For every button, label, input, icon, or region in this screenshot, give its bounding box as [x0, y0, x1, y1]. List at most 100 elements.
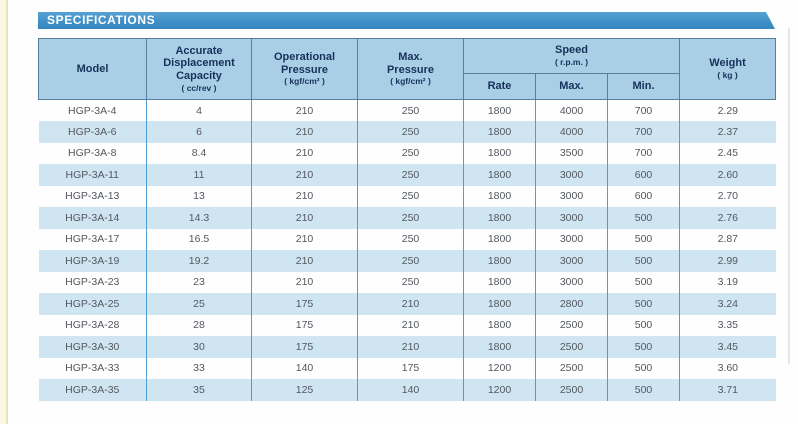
table-row: HGP-3A-19 19.2 210 250 1800 3000 500 2.99 — [38, 250, 776, 272]
table-row: HGP-3A-11 11 210 250 1800 3000 600 2.60 — [38, 164, 776, 186]
col-subheader-rate: Rate — [463, 73, 536, 100]
col-header-capacity-unit: ( cc/rev ) — [181, 82, 217, 93]
op-pressure-cell: 210 — [251, 142, 358, 164]
specifications-banner-title: SPECIFICATIONS — [47, 13, 156, 27]
col-header-speed-group: Speed ( r.p.m. ) — [462, 38, 681, 74]
weight-cell: 2.99 — [679, 250, 776, 272]
speed-rate-cell: 1800 — [463, 99, 536, 121]
model-cell: HGP-3A-25 — [65, 297, 120, 310]
capacity-cell: 16.5 — [146, 228, 252, 250]
weight-cell: 2.60 — [679, 164, 776, 186]
weight-cell: 2.29 — [679, 99, 776, 121]
max-pressure-cell: 250 — [357, 121, 464, 143]
model-cell: HGP-3A-28 — [65, 319, 120, 332]
speed-rate-cell: 1800 — [463, 336, 536, 358]
capacity-cell: 11 — [146, 164, 252, 186]
op-pressure-cell: 125 — [251, 379, 358, 401]
model-cell: HGP-3A-14 — [65, 211, 120, 224]
speed-max-cell: 3000 — [535, 207, 608, 229]
max-pressure-cell: 250 — [357, 142, 464, 164]
speed-min-cell: 500 — [606, 336, 680, 358]
capacity-cell: 8.4 — [146, 142, 252, 164]
table-row: HGP-3A-17 16.5 210 250 1800 3000 500 2.87 — [39, 228, 776, 250]
weight-cell: 3.71 — [679, 379, 776, 401]
op-pressure-cell: 210 — [251, 250, 358, 272]
col-header-speed-label: Speed — [555, 44, 589, 57]
max-pressure-cell: 250 — [357, 185, 464, 207]
op-pressure-cell: 210 — [251, 207, 358, 229]
table-row: HGP-3A-25 25 175 210 1800 2800 500 3.24 — [38, 293, 776, 315]
max-pressure-cell: 250 — [357, 228, 464, 250]
capacity-cell: 19.2 — [146, 250, 252, 272]
weight-cell: 3.45 — [679, 336, 776, 358]
table-row: HGP-3A-13 13 210 250 1800 3000 600 2.70 — [39, 185, 776, 207]
speed-min-cell: 500 — [606, 250, 680, 272]
speed-max-cell: 2500 — [535, 314, 608, 336]
model-cell: HGP-3A-23 — [65, 276, 120, 289]
table-row: HGP-3A-4 4 210 250 1800 4000 700 2.29 — [39, 99, 776, 121]
max-pressure-cell: 175 — [357, 357, 464, 379]
col-header-max-pressure-unit: ( kgf/cm² ) — [390, 76, 431, 87]
capacity-cell: 14.3 — [146, 207, 252, 229]
col-subheader-min: Min. — [606, 73, 681, 100]
page-left-margin-stripe — [0, 0, 8, 424]
speed-max-cell: 4000 — [535, 99, 608, 121]
op-pressure-cell: 210 — [251, 228, 358, 250]
speed-min-cell: 600 — [606, 185, 680, 207]
model-cell: HGP-3A-11 — [65, 168, 120, 181]
speed-rate-cell: 1800 — [463, 293, 536, 315]
model-cell: HGP-3A-6 — [68, 125, 117, 138]
max-pressure-cell: 210 — [357, 336, 464, 358]
speed-max-cell: 2500 — [535, 357, 608, 379]
speed-min-cell: 500 — [606, 314, 680, 336]
table-row: HGP-3A-8 8.4 210 250 1800 3500 700 2.45 — [39, 142, 776, 164]
col-header-model-label: Model — [76, 62, 109, 75]
op-pressure-cell: 210 — [251, 164, 358, 186]
spec-table-body: HGP-3A-4 4 210 250 1800 4000 700 2.29 HGP-3A-6 6 2… — [38, 99, 776, 401]
speed-rate-cell: 1800 — [463, 142, 536, 164]
col-header-max-pressure: Max. Pressure ( kgf/cm² ) — [357, 38, 464, 100]
col-header-operational-pressure-label: Operational Pressure — [273, 50, 336, 76]
model-cell: HGP-3A-33 — [65, 362, 120, 375]
speed-rate-cell: 1800 — [463, 164, 536, 186]
col-header-capacity: Accurate Displacement Capacity ( cc/rev … — [146, 38, 252, 100]
col-header-model: Model — [38, 38, 147, 100]
col-header-speed-unit: ( r.p.m. ) — [554, 56, 589, 67]
model-cell: HGP-3A-4 — [68, 104, 117, 117]
weight-cell: 2.87 — [679, 228, 776, 250]
col-header-weight-unit: ( kg ) — [717, 69, 738, 80]
weight-cell: 2.76 — [679, 207, 776, 229]
weight-cell: 2.70 — [679, 185, 776, 207]
max-pressure-cell: 210 — [357, 293, 464, 315]
col-header-operational-pressure: Operational Pressure ( kgf/cm² ) — [251, 38, 358, 100]
op-pressure-cell: 175 — [251, 293, 358, 315]
model-cell: HGP-3A-17 — [65, 233, 120, 246]
col-header-capacity-label: Accurate Displacement Capacity — [163, 44, 235, 82]
speed-max-cell: 3000 — [535, 271, 608, 293]
speed-max-cell: 2500 — [535, 379, 608, 401]
speed-min-cell: 700 — [606, 121, 680, 143]
specifications-banner: SPECIFICATIONS — [38, 12, 775, 29]
max-pressure-cell: 140 — [357, 379, 464, 401]
table-row: HGP-3A-14 14.3 210 250 1800 3000 500 2.76 — [38, 207, 776, 229]
speed-max-cell: 3000 — [535, 185, 608, 207]
op-pressure-cell: 210 — [251, 121, 358, 143]
table-row: HGP-3A-30 30 175 210 1800 2500 500 3.45 — [38, 336, 776, 358]
speed-min-cell: 700 — [606, 99, 680, 121]
table-row: HGP-3A-33 33 140 175 1200 2500 500 3.60 — [39, 357, 776, 379]
op-pressure-cell: 175 — [251, 336, 358, 358]
capacity-cell: 30 — [146, 336, 252, 358]
op-pressure-cell: 210 — [251, 99, 358, 121]
model-cell: HGP-3A-35 — [65, 383, 120, 396]
speed-max-cell: 3000 — [535, 164, 608, 186]
op-pressure-cell: 175 — [251, 314, 358, 336]
speed-rate-cell: 1800 — [463, 121, 536, 143]
speed-min-cell: 500 — [606, 293, 680, 315]
speed-min-cell: 500 — [606, 271, 680, 293]
speed-min-cell: 500 — [606, 228, 680, 250]
capacity-cell: 6 — [146, 121, 252, 143]
speed-rate-cell: 1800 — [463, 185, 536, 207]
max-pressure-cell: 250 — [357, 99, 464, 121]
page-right-edge-line — [788, 28, 790, 364]
speed-rate-cell: 1200 — [463, 357, 536, 379]
